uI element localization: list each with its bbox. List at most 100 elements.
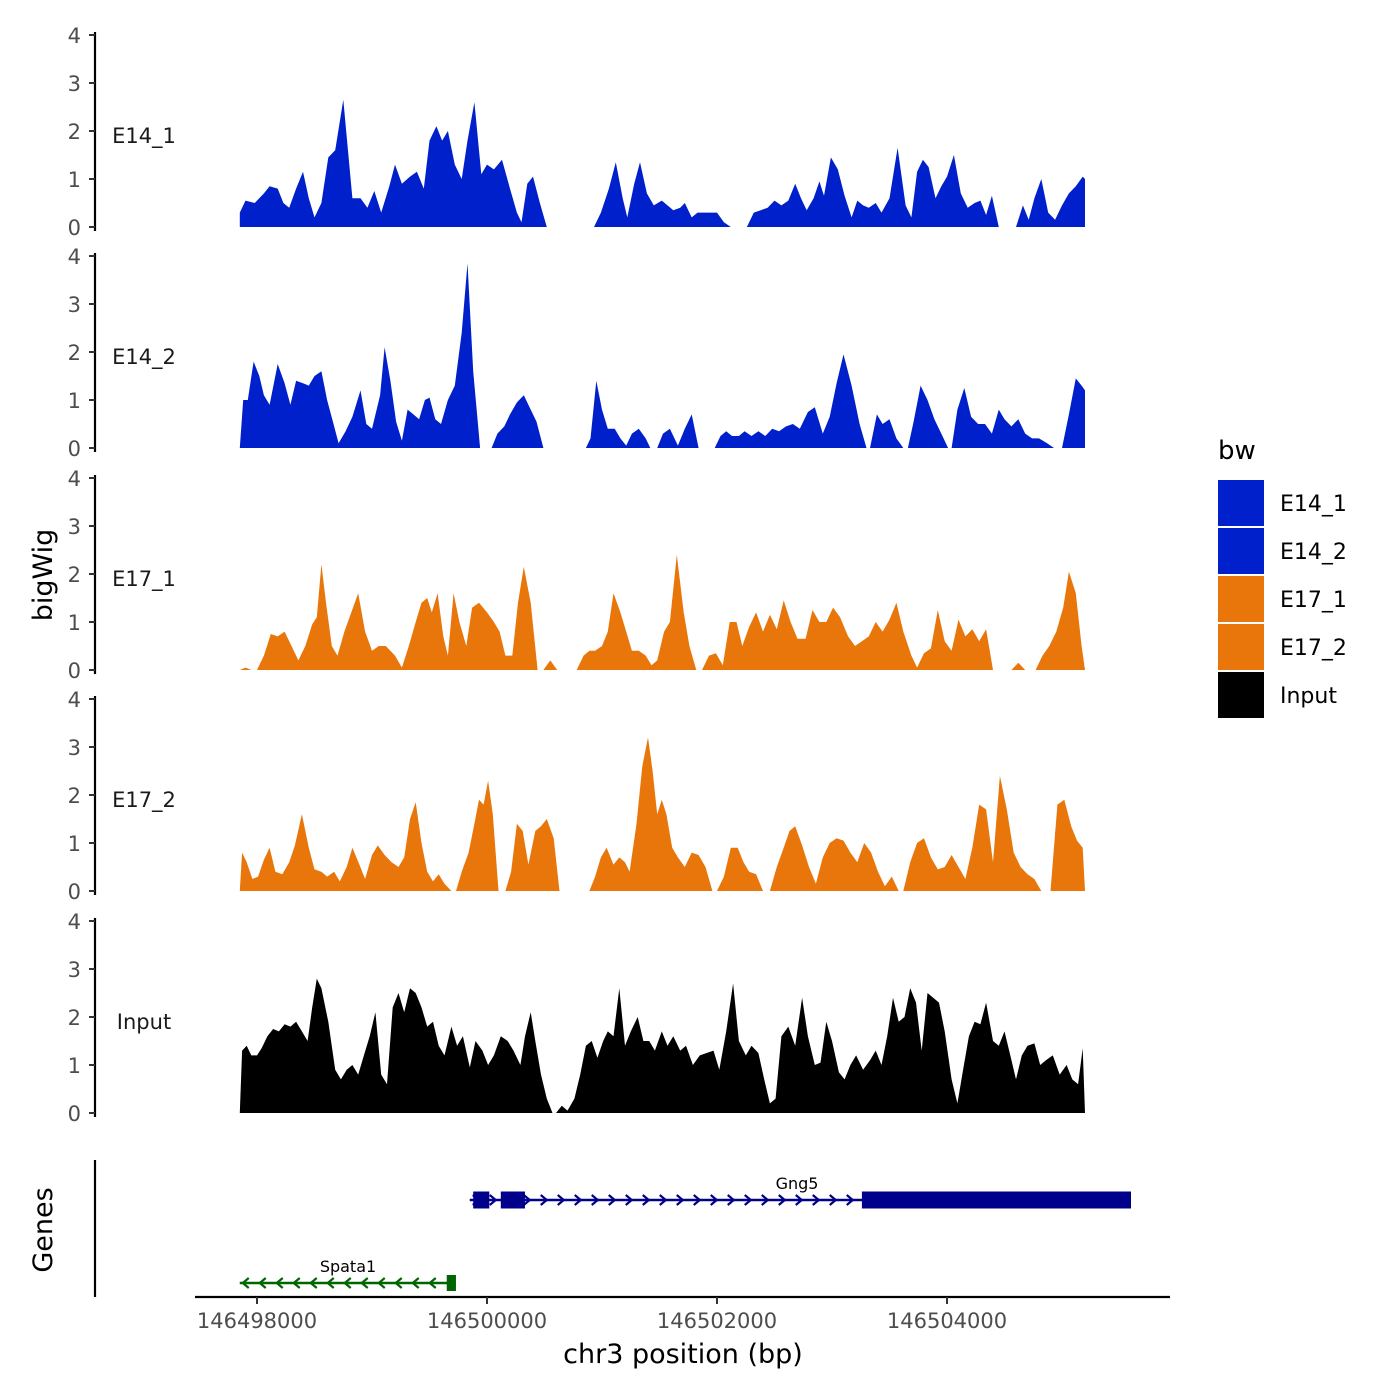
exon-gng5-3 — [878, 1191, 1097, 1209]
x-tick-label: 146500000 — [427, 1309, 547, 1333]
exon-gng5-2 — [861, 1191, 878, 1209]
strand-arrow — [557, 1194, 566, 1206]
x-axis-title: chr3 position (bp) — [563, 1339, 803, 1370]
y-tick-label: 3 — [68, 958, 81, 982]
y-tick-label: 2 — [68, 1006, 81, 1030]
strand-arrow — [326, 1277, 335, 1289]
y-tick-label: 3 — [68, 736, 81, 760]
coverage-area-e14-2-0 — [239, 263, 481, 448]
strand-arrow — [727, 1194, 736, 1206]
y-tick-label: 0 — [68, 880, 81, 904]
strand-arrow — [625, 1194, 634, 1206]
genes-layer: Gng5 Spata1 — [239, 1174, 1131, 1291]
exon-gng5-1 — [500, 1191, 525, 1209]
strand-arrow — [693, 1194, 702, 1206]
strand-arrow — [428, 1277, 437, 1289]
legend-swatch-e14-1 — [1218, 480, 1264, 526]
axes-layer: 0 1 2 3 4 E14_1 0 1 2 3 4 E14_2 0 1 2 3 4 E17_1 0 1 2 3 4 E17_2… — [68, 24, 1170, 1333]
y-tick-label: 4 — [68, 467, 81, 491]
gene-gng5: Gng5 — [469, 1174, 1131, 1209]
strand-arrow — [812, 1194, 821, 1206]
strand-arrow — [523, 1194, 532, 1206]
track-label-e17-2: E17_2 — [112, 788, 176, 813]
y-tick-label: 1 — [68, 611, 81, 635]
y-tick-label: 4 — [68, 688, 81, 712]
coverage-area-e14-1-2 — [746, 147, 999, 227]
strand-arrow — [676, 1194, 685, 1206]
y-tick-label: 1 — [68, 832, 81, 856]
strand-arrow — [343, 1277, 352, 1289]
coverage-area-e17-1-2 — [543, 660, 558, 670]
gene-label-spata1: Spata1 — [320, 1257, 376, 1276]
strand-arrow — [540, 1194, 549, 1206]
coverage-area-e17-1-0 — [239, 667, 252, 670]
track-e14-2 — [239, 263, 1085, 448]
strand-arrow — [608, 1194, 617, 1206]
legend: bw E14_1 E14_2 E17_1 E17_2 Input — [1218, 436, 1347, 718]
strand-arrow — [846, 1194, 855, 1206]
exon-gng5-4 — [1096, 1191, 1131, 1209]
strand-arrow — [258, 1277, 267, 1289]
y-tick-label: 4 — [68, 245, 81, 269]
x-tick-label: 146504000 — [887, 1309, 1007, 1333]
strand-arrow — [292, 1277, 301, 1289]
y-tick-label: 4 — [68, 24, 81, 48]
strand-arrow — [761, 1194, 770, 1206]
y-tick-label: 3 — [68, 515, 81, 539]
y-tick-label: 0 — [68, 216, 81, 240]
track-label-input: Input — [117, 1010, 171, 1034]
strand-arrow — [778, 1194, 787, 1206]
coverage-area-e17-2-4 — [717, 847, 763, 891]
track-e17-1 — [239, 554, 1085, 670]
strand-arrow — [659, 1194, 668, 1206]
coverage-area-e14-2-1 — [491, 395, 544, 448]
coverage-area-e14-2-2 — [585, 380, 651, 448]
gene-label-gng5: Gng5 — [776, 1174, 819, 1193]
legend-label-e14-1: E14_1 — [1280, 492, 1347, 517]
y-tick-label: 0 — [68, 1102, 81, 1126]
tracks-layer — [239, 99, 1085, 1113]
coverage-area-e17-1-4 — [702, 600, 993, 670]
coverage-area-e14-2-5 — [870, 414, 904, 448]
coverage-area-e14-2-7 — [951, 388, 1054, 448]
coverage-area-e17-1-5 — [1011, 662, 1026, 670]
coverage-area-e17-2-1 — [456, 780, 499, 891]
exon-spata1-0 — [446, 1275, 456, 1291]
track-label-e14-1: E14_1 — [112, 124, 176, 149]
legend-label-e17-2: E17_2 — [1280, 636, 1347, 661]
coverage-area-e17-2-0 — [239, 802, 452, 891]
y-tick-label: 1 — [68, 389, 81, 413]
strand-arrow — [795, 1194, 804, 1206]
y-tick-label: 2 — [68, 341, 81, 365]
y-tick-label: 1 — [68, 168, 81, 192]
strand-arrow — [241, 1277, 250, 1289]
exon-gng5-0 — [473, 1191, 490, 1209]
y-tick-label: 0 — [68, 659, 81, 683]
y-axis-title: bigWig — [28, 529, 59, 622]
strand-arrow — [744, 1194, 753, 1206]
strand-arrow — [275, 1277, 284, 1289]
legend-swatch-input — [1218, 672, 1264, 718]
coverage-area-e17-2-6 — [903, 775, 1042, 891]
coverage-area-e14-2-6 — [907, 385, 949, 448]
gene-spata1: Spata1 — [239, 1257, 456, 1291]
coverage-area-e14-2-4 — [714, 354, 867, 448]
coverage-area-e17-2-3 — [589, 737, 713, 891]
coverage-area-e17-2-5 — [769, 826, 899, 891]
track-e17-2 — [239, 737, 1085, 891]
coverage-area-e17-2-7 — [1050, 799, 1085, 891]
y-tick-label: 3 — [68, 293, 81, 317]
legend-label-e17-1: E17_1 — [1280, 588, 1347, 613]
strand-arrow — [411, 1277, 420, 1289]
strand-arrow — [377, 1277, 386, 1289]
y-tick-label: 2 — [68, 120, 81, 144]
strand-arrow — [591, 1194, 600, 1206]
strand-arrow — [710, 1194, 719, 1206]
coverage-area-e17-2-2 — [505, 819, 560, 891]
strand-arrow — [574, 1194, 583, 1206]
legend-swatch-e14-2 — [1218, 528, 1264, 574]
strand-arrow — [642, 1194, 651, 1206]
y-tick-label: 2 — [68, 784, 81, 808]
track-input — [239, 978, 1085, 1113]
